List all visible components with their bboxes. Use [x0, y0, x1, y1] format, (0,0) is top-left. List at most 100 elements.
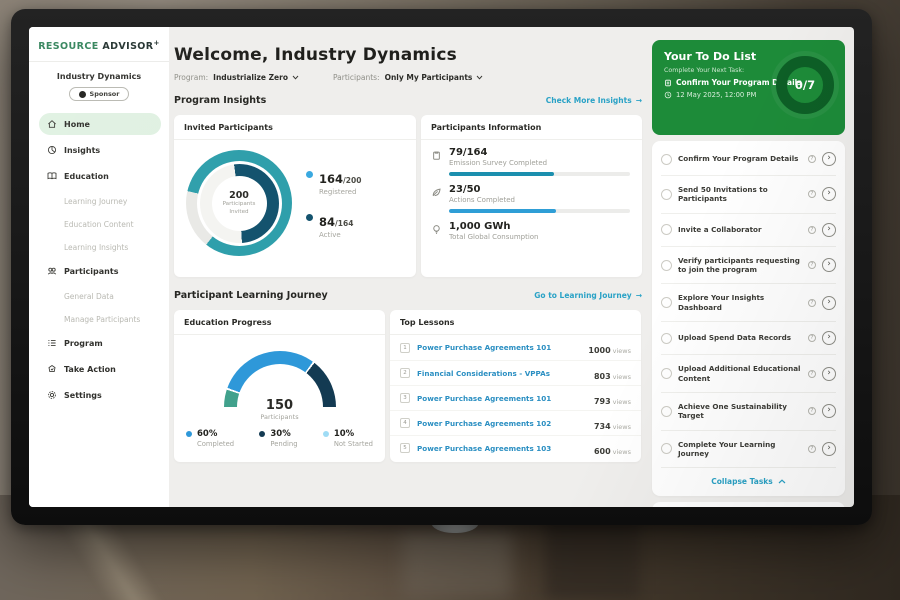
program-filter[interactable]: Program: Industrialize Zero: [174, 73, 299, 82]
collapse-tasks-link[interactable]: Collapse Tasks: [661, 467, 836, 492]
chevron-down-icon: [476, 75, 483, 80]
todo-task-row[interactable]: Complete Your Learning Journey ? ›: [661, 430, 836, 468]
task-checkbox[interactable]: [661, 260, 672, 271]
page-title: Welcome, Industry Dynamics: [174, 45, 642, 65]
chevron-right-icon[interactable]: ›: [822, 223, 836, 237]
legend-dot-icon: [323, 431, 329, 437]
chevron-right-icon[interactable]: ›: [822, 331, 836, 345]
help-icon[interactable]: ?: [808, 407, 816, 415]
sidebar-item-education-content[interactable]: Education Content: [39, 214, 161, 234]
lesson-link[interactable]: Power Purchase Agreements 101: [417, 343, 581, 352]
go-to-learning-journey-link[interactable]: Go to Learning Journey →: [534, 291, 642, 300]
chevron-right-icon[interactable]: ›: [822, 258, 836, 272]
check-more-insights-link[interactable]: Check More Insights →: [546, 96, 642, 105]
filter-bar: Program: Industrialize Zero Participants…: [174, 73, 642, 82]
participants-icon: [47, 266, 57, 276]
education-legend: 60% Completed 30% Pending: [174, 429, 385, 448]
actions-completed-row: 23/50 Actions Completed: [431, 184, 630, 213]
help-icon[interactable]: ?: [808, 226, 816, 234]
lesson-link[interactable]: Financial Considerations - VPPAs: [417, 369, 587, 378]
monitor-stand-blur: [402, 530, 512, 600]
help-icon[interactable]: ?: [808, 299, 816, 307]
sidebar-item-participants[interactable]: Participants: [39, 260, 161, 282]
sidebar-item-learning-journey[interactable]: Learning Journey: [39, 191, 161, 211]
chevron-right-icon[interactable]: ›: [822, 404, 836, 418]
arrow-right-icon: →: [636, 96, 642, 105]
todo-task-row[interactable]: Send 50 Invitations to Participants ? ›: [661, 175, 836, 213]
lesson-link[interactable]: Power Purchase Agreements 103: [417, 444, 587, 453]
sidebar-item-program[interactable]: Program: [39, 332, 161, 354]
help-icon[interactable]: ?: [808, 370, 816, 378]
todo-task-row[interactable]: Upload Spend Data Records ? ›: [661, 321, 836, 354]
task-checkbox[interactable]: [661, 443, 672, 454]
lesson-row: 5 Power Purchase Agreements 103 600views: [390, 435, 641, 460]
task-checkbox[interactable]: [661, 189, 672, 200]
sidebar-item-settings[interactable]: Settings: [39, 384, 161, 406]
chevron-right-icon[interactable]: ›: [822, 367, 836, 381]
actions-progressbar: [449, 209, 630, 213]
chevron-right-icon[interactable]: ›: [822, 296, 836, 310]
chevron-right-icon[interactable]: ›: [822, 187, 836, 201]
task-checkbox[interactable]: [661, 333, 672, 344]
sidebar-item-learning-insights[interactable]: Learning Insights: [39, 237, 161, 257]
task-checkbox[interactable]: [661, 297, 672, 308]
participants-filter[interactable]: Participants: Only My Participants: [333, 73, 483, 82]
todo-task-row[interactable]: Confirm Your Program Details ? ›: [661, 143, 836, 175]
sidebar-nav: Home Insights Education Learning Journey…: [29, 111, 169, 406]
todo-task-list: Confirm Your Program Details ? › Send 50…: [652, 141, 845, 496]
invited-donut-outer: 200 ParticipantsInvited: [186, 150, 292, 256]
todo-progress-ring: 0/7: [776, 56, 834, 114]
lesson-rank-badge: 4: [400, 418, 410, 428]
sidebar-item-insights[interactable]: Insights: [39, 139, 161, 161]
todo-task-row[interactable]: Achieve One Sustainability Target ? ›: [661, 392, 836, 430]
sidebar-item-education[interactable]: Education: [39, 165, 161, 187]
education-gauge: 150 Participants: [224, 351, 336, 407]
invited-donut-inner: 200 ParticipantsInvited: [200, 164, 279, 243]
insights-icon: [47, 145, 57, 155]
help-icon[interactable]: ?: [808, 190, 816, 198]
todo-task-row[interactable]: Explore Your Insights Dashboard ? ›: [661, 283, 836, 321]
todo-task-row[interactable]: Upload Additional Educational Content ? …: [661, 354, 836, 392]
lessons-list: 1 Power Purchase Agreements 101 1000view…: [390, 335, 641, 460]
todo-task-row[interactable]: Invite a Collaborator ? ›: [661, 213, 836, 246]
legend-dot-icon: [186, 431, 192, 437]
legend-item: 10% Not Started: [323, 429, 373, 448]
emission-survey-row: 79/164 Emission Survey Completed: [431, 147, 630, 176]
chevron-down-icon: [292, 75, 299, 80]
lesson-row: 2 Financial Considerations - VPPAs 803vi…: [390, 360, 641, 385]
sidebar-item-general-data[interactable]: General Data: [39, 286, 161, 306]
program-icon: [47, 338, 57, 348]
lesson-link[interactable]: Power Purchase Agreements 101: [417, 394, 587, 403]
help-icon[interactable]: ?: [808, 155, 816, 163]
main-content: Welcome, Industry Dynamics Program: Indu…: [169, 27, 645, 507]
task-checkbox[interactable]: [661, 154, 672, 165]
arrow-right-icon: →: [636, 291, 642, 300]
sidebar-item-take-action[interactable]: Take Action: [39, 358, 161, 380]
task-checkbox[interactable]: [661, 368, 672, 379]
legend-dot-icon: [306, 171, 313, 178]
sidebar-item-manage-participants[interactable]: Manage Participants: [39, 309, 161, 329]
lesson-link[interactable]: Power Purchase Agreements 102: [417, 419, 587, 428]
help-icon[interactable]: ?: [808, 445, 816, 453]
sidebar: RESOURCE ADVISOR+ Industry Dynamics Spon…: [29, 27, 169, 507]
task-checkbox[interactable]: [661, 406, 672, 417]
lesson-row: 4 Power Purchase Agreements 102 734views: [390, 410, 641, 435]
chevron-right-icon[interactable]: ›: [822, 152, 836, 166]
task-checkbox[interactable]: [661, 224, 672, 235]
lesson-row: 1 Power Purchase Agreements 101 1000view…: [390, 335, 641, 360]
document-icon: [664, 79, 672, 87]
sidebar-item-home[interactable]: Home: [39, 113, 161, 135]
help-icon[interactable]: ?: [808, 261, 816, 269]
chevron-right-icon[interactable]: ›: [822, 442, 836, 456]
todo-task-row[interactable]: Verify participants requesting to join t…: [661, 246, 836, 284]
actions-icon: [431, 184, 442, 213]
sponsor-icon: [79, 91, 86, 98]
invited-donut-center: 200 ParticipantsInvited: [212, 176, 267, 231]
sponsor-badge: Sponsor: [69, 87, 130, 101]
app-logo: RESOURCE ADVISOR+: [29, 39, 169, 62]
recent-news-card: Recent News: [652, 502, 845, 507]
home-icon: [47, 119, 57, 129]
learning-journey-title: Participant Learning Journey: [174, 290, 328, 301]
help-icon[interactable]: ?: [808, 334, 816, 342]
survey-icon: [431, 147, 442, 176]
